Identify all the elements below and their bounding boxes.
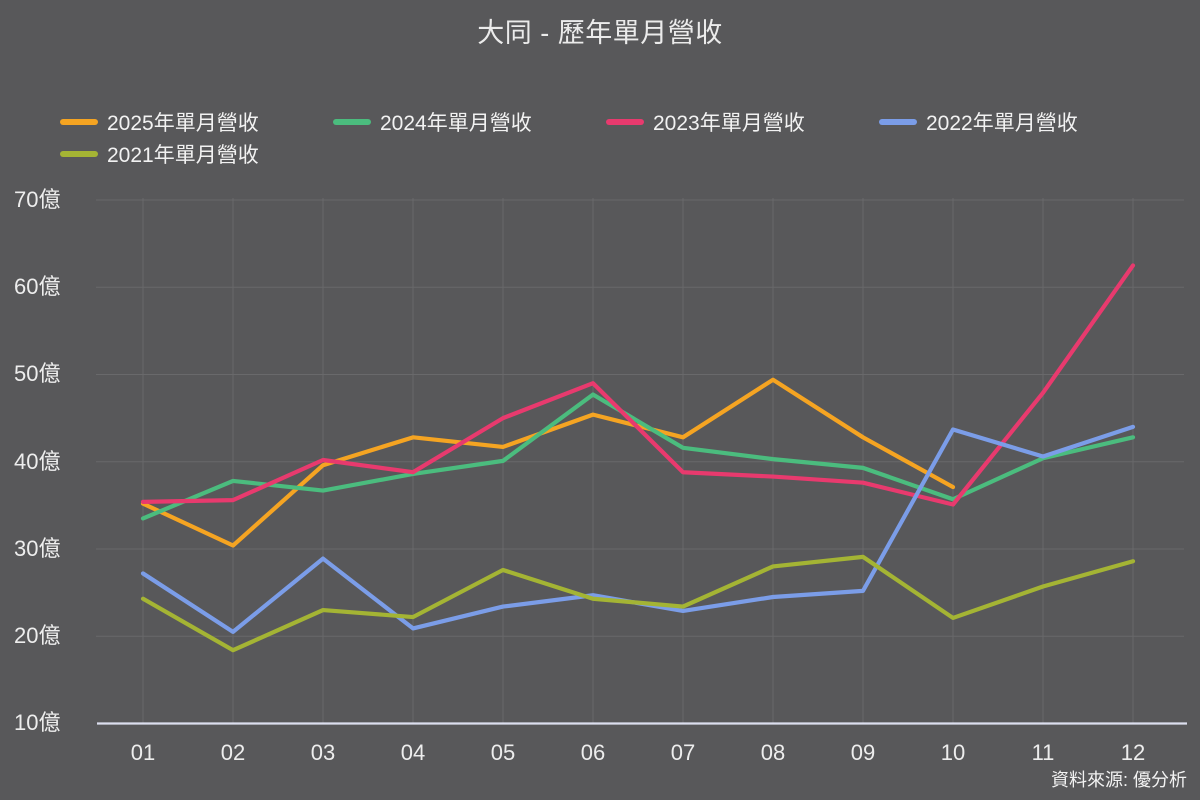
legend-item-2021[interactable]: 2021年單月營收 <box>60 138 333 170</box>
x-axis-label-07: 07 <box>670 740 696 765</box>
legend-swatch-2024 <box>333 119 371 125</box>
y-axis-label-10: 10億 <box>14 710 61 735</box>
y-axis-label-50: 50億 <box>14 361 61 386</box>
x-axis-label-03: 03 <box>310 740 336 765</box>
chart-title: 大同 - 歷年單月營收 <box>477 18 723 48</box>
y-axis-label-60: 60億 <box>14 274 61 299</box>
legend-swatch-2021 <box>60 151 98 157</box>
y-axis-label-30: 30億 <box>14 536 61 561</box>
x-axis-label-10: 10 <box>940 740 966 765</box>
x-axis-label-11: 11 <box>1031 740 1055 765</box>
x-axis-label-06: 06 <box>580 740 606 765</box>
y-axis-label-70: 70億 <box>14 187 61 212</box>
legend-item-2024[interactable]: 2024年單月營收 <box>333 106 606 138</box>
legend-item-2025[interactable]: 2025年單月營收 <box>60 106 333 138</box>
y-axis-label-40: 40億 <box>14 449 61 474</box>
series-line-2025年單月營收[interactable] <box>140 377 956 548</box>
source-note: 資料來源: 優分析 <box>1050 770 1187 790</box>
x-axis-label-05: 05 <box>490 740 516 765</box>
x-axis-label-09: 09 <box>850 740 876 765</box>
legend-item-2022[interactable]: 2022年單月營收 <box>879 106 1152 138</box>
legend-swatch-2022 <box>879 119 917 125</box>
legend-item-2023[interactable]: 2023年單月營收 <box>606 106 879 138</box>
legend: 2025年單月營收 2024年單月營收 2023年單月營收 2022年單月營收 … <box>60 106 1170 170</box>
legend-swatch-2025 <box>60 119 98 125</box>
x-axis-label-04: 04 <box>400 740 426 765</box>
x-axis-label-01: 01 <box>130 740 156 765</box>
legend-label-2025: 2025年單月營收 <box>107 112 259 135</box>
x-axis-label-02: 02 <box>220 740 246 765</box>
y-axis-label-20: 20億 <box>14 623 61 648</box>
series-line-2024年單月營收[interactable] <box>140 392 1136 521</box>
legend-label-2023: 2023年單月營收 <box>653 112 805 135</box>
series-line-2023年單月營收[interactable] <box>140 263 1136 507</box>
x-axis-label-12: 12 <box>1120 740 1146 765</box>
legend-label-2022: 2022年單月營收 <box>926 112 1078 135</box>
legend-swatch-2023 <box>606 119 644 125</box>
series-line-2021年單月營收[interactable] <box>140 554 1136 653</box>
legend-label-2024: 2024年單月營收 <box>380 112 532 135</box>
legend-label-2021: 2021年單月營收 <box>107 144 259 167</box>
x-axis-label-08: 08 <box>760 740 786 765</box>
